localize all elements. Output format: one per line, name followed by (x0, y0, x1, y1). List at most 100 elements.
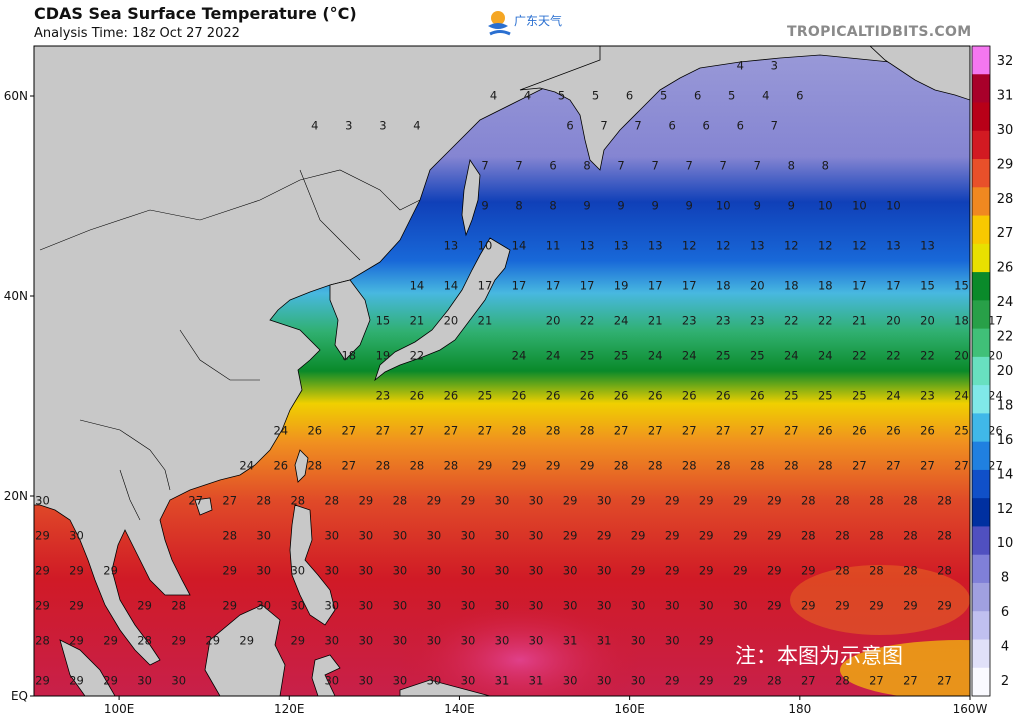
sst-value-label: 30 (461, 599, 476, 613)
sst-value-label: 7 (771, 119, 778, 133)
sst-value-label: 28 (307, 459, 322, 473)
sst-value-label: 22 (818, 314, 833, 328)
philippines (289, 504, 336, 626)
sst-value-label: 30 (529, 564, 544, 578)
lon-label: 160W (953, 702, 988, 716)
sst-value-label: 24 (818, 349, 833, 363)
sst-value-label: 23 (682, 314, 697, 328)
sst-value-label: 21 (852, 314, 867, 328)
sst-value-label: 27 (410, 424, 425, 438)
lon-label: 100E (104, 702, 135, 716)
colorbar-swatch (972, 413, 990, 443)
sst-value-label: 26 (988, 424, 1003, 438)
sst-value-label: 30 (631, 674, 646, 688)
sst-value-label: 24 (512, 349, 527, 363)
sst-value-label: 24 (273, 424, 288, 438)
sst-value-label: 22 (920, 349, 935, 363)
sst-value-label: 25 (716, 349, 731, 363)
sst-value-label: 28 (222, 529, 237, 543)
sst-value-label: 29 (35, 564, 50, 578)
sst-value-label: 13 (886, 239, 901, 253)
sst-value-label: 8 (788, 159, 795, 173)
sst-value-label: 29 (699, 529, 714, 543)
sst-value-label: 30 (427, 529, 442, 543)
sst-value-label: 30 (393, 674, 408, 688)
colorbar-swatch (972, 356, 990, 386)
sst-value-label: 9 (617, 199, 624, 213)
sst-value-label: 29 (103, 634, 118, 648)
sst-value-label: 27 (376, 424, 391, 438)
sst-value-label: 20 (886, 314, 901, 328)
colorbar-swatch (972, 667, 990, 697)
sst-value-label: 27 (614, 424, 629, 438)
sst-value-label: 29 (205, 634, 220, 648)
korea (329, 279, 371, 361)
sst-value-label: 17 (580, 279, 595, 293)
sst-value-label: 26 (886, 424, 901, 438)
sst-value-label: 4 (311, 119, 318, 133)
sst-value-label: 31 (597, 634, 612, 648)
sst-value-label: 30 (461, 674, 476, 688)
sst-value-label: 3 (345, 119, 352, 133)
sst-value-label: 17 (512, 279, 527, 293)
lon-label: 140E (444, 702, 475, 716)
sst-value-label: 23 (376, 389, 391, 403)
colorbar-swatch (972, 328, 990, 358)
guangdong-weather-logo (488, 11, 511, 36)
sst-value-label: 30 (461, 529, 476, 543)
sst-value-label: 28 (903, 494, 918, 508)
colorbar-swatch (972, 272, 990, 301)
sst-value-label: 28 (818, 459, 833, 473)
sst-value-label: 18 (818, 279, 833, 293)
sst-value-label: 10 (886, 199, 901, 213)
sst-value-label: 13 (750, 239, 765, 253)
sst-value-label: 28 (410, 459, 425, 473)
sst-value-label: 9 (686, 199, 693, 213)
sst-value-label: 9 (754, 199, 761, 213)
sst-value-label: 7 (617, 159, 624, 173)
sst-value-label: 29 (35, 599, 50, 613)
sst-value-label: 24 (954, 389, 969, 403)
sst-value-label: 4 (762, 89, 769, 103)
sst-value-label: 15 (376, 314, 391, 328)
sst-value-label: 6 (737, 119, 744, 133)
sst-value-label: 29 (631, 529, 646, 543)
sst-value-label: 10 (818, 199, 833, 213)
colorbar-label: 14 (997, 467, 1014, 482)
sst-value-label: 27 (784, 424, 799, 438)
sst-value-label: 30 (324, 634, 339, 648)
sst-value-label: 20 (444, 314, 459, 328)
sst-value-label: 31 (529, 674, 544, 688)
sst-value-label: 30 (393, 599, 408, 613)
sst-value-label: 30 (359, 599, 374, 613)
sst-value-label: 26 (410, 389, 425, 403)
sst-value-label: 29 (631, 494, 646, 508)
sst-value-label: 29 (801, 564, 816, 578)
sst-value-label: 14 (410, 279, 425, 293)
sst-value-label: 30 (359, 634, 374, 648)
sst-value-label: 29 (69, 634, 84, 648)
source-credit[interactable]: TROPICALTIDBITS.COM (787, 24, 972, 40)
sst-value-label: 26 (750, 389, 765, 403)
sst-value-label: 29 (359, 494, 374, 508)
sst-value-label: 28 (835, 674, 850, 688)
sst-value-label: 29 (665, 674, 680, 688)
colorbar-label: 28 (997, 192, 1014, 207)
sst-value-label: 5 (728, 89, 735, 103)
sst-value-label: 23 (750, 314, 765, 328)
sst-value-label: 29 (35, 529, 50, 543)
sst-value-label: 28 (580, 424, 595, 438)
sst-value-label: 17 (682, 279, 697, 293)
sst-value-label: 27 (869, 674, 884, 688)
sst-value-label: 28 (937, 494, 952, 508)
sst-value-label: 7 (754, 159, 761, 173)
sst-value-label: 28 (869, 529, 884, 543)
sst-value-label: 30 (393, 564, 408, 578)
sst-value-label: 26 (614, 389, 629, 403)
colorbar-swatch (972, 74, 990, 104)
sst-value-label: 4 (524, 89, 531, 103)
sst-value-label: 30 (359, 529, 374, 543)
colorbar-label: 22 (997, 330, 1014, 345)
sst-value-label: 27 (988, 459, 1003, 473)
sst-value-label: 26 (648, 389, 663, 403)
